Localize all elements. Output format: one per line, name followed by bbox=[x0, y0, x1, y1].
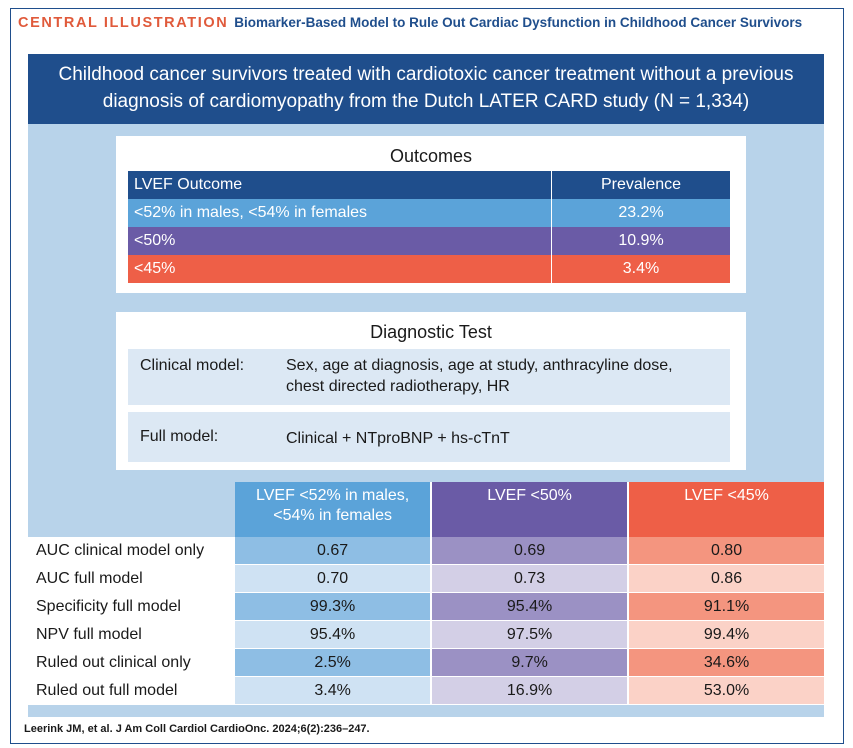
outcomes-box: Outcomes LVEF Outcome Prevalence <52% in… bbox=[116, 136, 746, 293]
row-label: AUC clinical model only bbox=[28, 537, 236, 565]
row-label: NPV full model bbox=[28, 621, 236, 649]
prevalence-cell: 3.4% bbox=[551, 255, 730, 283]
row-label: Ruled out clinical only bbox=[28, 649, 236, 677]
banner-line-2: diagnosis of cardiomyopathy from the Dut… bbox=[102, 91, 750, 112]
value-cell: 53.0% bbox=[629, 677, 824, 705]
results-row: AUC full model 0.70 0.73 0.86 bbox=[28, 565, 824, 593]
results-row: Ruled out clinical only 2.5% 9.7% 34.6% bbox=[28, 649, 824, 677]
diagnostic-title: Diagnostic Test bbox=[370, 322, 492, 342]
results-table: LVEF <52% in males, <54% in females LVEF… bbox=[28, 482, 824, 705]
value-cell: 97.5% bbox=[432, 621, 630, 649]
prevalence-cell: 10.9% bbox=[551, 227, 730, 255]
row-label: AUC full model bbox=[28, 565, 236, 593]
results-row: Specificity full model 99.3% 95.4% 91.1% bbox=[28, 593, 824, 621]
column-header-lvef-52-line-1: LVEF <52% in males, bbox=[256, 487, 410, 504]
value-cell: 0.80 bbox=[629, 537, 824, 565]
results-row: NPV full model 95.4% 97.5% 99.4% bbox=[28, 621, 824, 649]
outcome-row: <45% 3.4% bbox=[128, 255, 730, 283]
value-cell: 3.4% bbox=[235, 677, 433, 705]
prevalence-cell: 23.2% bbox=[551, 199, 730, 227]
outcome-cell: <52% in males, <54% in females bbox=[128, 199, 552, 227]
outcome-cell: <45% bbox=[128, 255, 552, 283]
banner-line-1: Childhood cancer survivors treated with … bbox=[58, 64, 794, 85]
value-cell: 34.6% bbox=[629, 649, 824, 677]
results-row: Ruled out full model 3.4% 16.9% 53.0% bbox=[28, 677, 824, 705]
value-cell: 0.73 bbox=[432, 565, 630, 593]
value-cell: 2.5% bbox=[235, 649, 433, 677]
column-header-lvef-52: LVEF <52% in males, <54% in females bbox=[235, 482, 433, 537]
value-cell: 0.69 bbox=[432, 537, 630, 565]
figure-title: Biomarker-Based Model to Rule Out Cardia… bbox=[234, 15, 803, 30]
outcomes-header-row: LVEF Outcome Prevalence bbox=[128, 171, 730, 199]
clinical-model-line-1: Sex, age at diagnosis, age at study, ant… bbox=[286, 357, 673, 374]
illustration-panel: Childhood cancer survivors treated with … bbox=[28, 54, 824, 717]
study-banner: Childhood cancer survivors treated with … bbox=[28, 54, 824, 124]
full-model-value: Clinical + NTproBNP + hs-cTnT bbox=[286, 430, 510, 447]
citation: Leerink JM, et al. J Am Coll Cardiol Car… bbox=[24, 723, 370, 735]
outcome-column-header: LVEF Outcome bbox=[128, 171, 552, 199]
value-cell: 9.7% bbox=[432, 649, 630, 677]
value-cell: 99.4% bbox=[629, 621, 824, 649]
figure-header: CENTRAL ILLUSTRATION Biomarker-Based Mode… bbox=[18, 14, 802, 31]
outcomes-title: Outcomes bbox=[389, 146, 473, 166]
value-cell: 16.9% bbox=[432, 677, 630, 705]
full-model-row: Full model: Clinical + NTproBNP + hs-cTn… bbox=[128, 412, 730, 462]
clinical-model-value: Sex, age at diagnosis, age at study, ant… bbox=[286, 355, 726, 397]
results-corner bbox=[28, 482, 236, 537]
clinical-model-line-2: chest directed radiotherapy, HR bbox=[286, 378, 510, 395]
prevalence-column-header: Prevalence bbox=[551, 171, 730, 199]
outcome-row: <52% in males, <54% in females 23.2% bbox=[128, 199, 730, 227]
row-label: Specificity full model bbox=[28, 593, 236, 621]
value-cell: 0.86 bbox=[629, 565, 824, 593]
value-cell: 0.70 bbox=[235, 565, 433, 593]
results-row: AUC clinical model only 0.67 0.69 0.80 bbox=[28, 537, 824, 565]
outcomes-table: LVEF Outcome Prevalence <52% in males, <… bbox=[128, 171, 730, 283]
column-header-lvef-50: LVEF <50% bbox=[432, 482, 630, 537]
value-cell: 99.3% bbox=[235, 593, 433, 621]
value-cell: 0.67 bbox=[235, 537, 433, 565]
clinical-model-row: Clinical model: Sex, age at diagnosis, a… bbox=[128, 349, 730, 405]
diagnostic-test-box: Diagnostic Test Clinical model: Sex, age… bbox=[116, 312, 746, 470]
outcome-row: <50% 10.9% bbox=[128, 227, 730, 255]
value-cell: 95.4% bbox=[235, 621, 433, 649]
figure-frame bbox=[10, 8, 844, 744]
clinical-model-label: Clinical model: bbox=[140, 357, 245, 374]
results-header-row: LVEF <52% in males, <54% in females LVEF… bbox=[28, 482, 824, 537]
value-cell: 91.1% bbox=[629, 593, 824, 621]
column-header-lvef-52-line-2: <54% in females bbox=[273, 507, 392, 524]
row-label: Ruled out full model bbox=[28, 677, 236, 705]
value-cell: 95.4% bbox=[432, 593, 630, 621]
central-illustration-label: CENTRAL ILLUSTRATION bbox=[18, 15, 229, 31]
column-header-lvef-45: LVEF <45% bbox=[629, 482, 824, 537]
outcome-cell: <50% bbox=[128, 227, 552, 255]
full-model-label: Full model: bbox=[140, 428, 219, 445]
